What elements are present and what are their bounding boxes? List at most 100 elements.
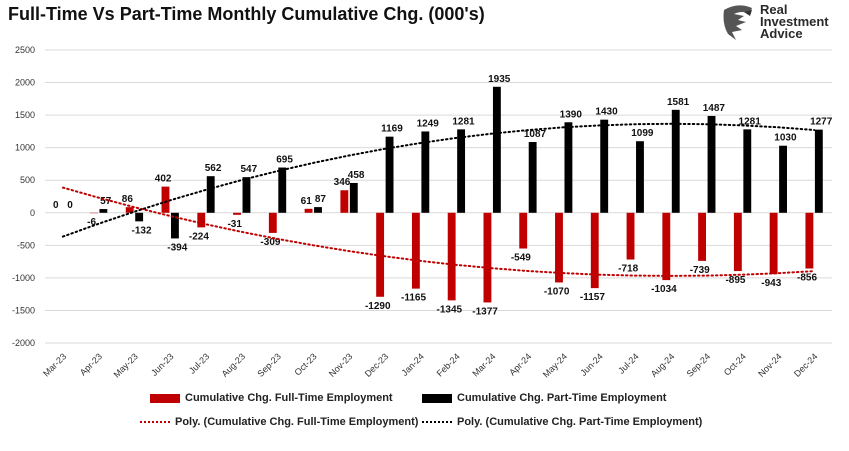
bar-part-time [564, 122, 573, 213]
data-label-part-time: 1281 [452, 116, 475, 127]
data-label-part-time: 458 [348, 170, 365, 181]
logo-text: Real Investment Advice [760, 3, 829, 41]
y-tick-label: 2000 [15, 78, 35, 88]
bar-part-time [707, 115, 716, 213]
bar-part-time [636, 141, 644, 213]
bar-part-time [170, 212, 179, 239]
data-label-full-time: -549 [511, 253, 531, 264]
legend-label-full-time-trend: Poly. (Cumulative Chg. Full-Time Employm… [175, 416, 419, 428]
x-tick-label: Aug-23 [220, 351, 248, 379]
data-label-part-time: 1281 [739, 116, 762, 127]
legend-label-full-time: Cumulative Chg. Full-Time Employment [185, 392, 393, 404]
y-tick-label: 0 [30, 208, 35, 218]
y-tick-label: -1000 [12, 273, 35, 283]
eagle-icon [723, 5, 752, 41]
bar-part-time [135, 212, 144, 222]
x-tick-label: Jan-24 [399, 351, 426, 378]
y-tick-label: 1000 [15, 143, 35, 153]
brand-logo: Real Investment Advice [720, 3, 845, 44]
data-label-part-time: 562 [205, 163, 222, 174]
data-label-full-time: -718 [618, 264, 638, 275]
bar-part-time [278, 167, 287, 213]
y-tick-label: -1500 [12, 305, 35, 315]
data-label-full-time: -1345 [437, 304, 463, 315]
x-tick-label: Nov-23 [327, 351, 355, 379]
data-label-full-time: -1165 [401, 293, 426, 304]
data-label-full-time: -895 [725, 275, 745, 286]
x-tick-label: Jun-24 [578, 351, 605, 378]
data-label-full-time: -856 [797, 273, 817, 284]
data-label-part-time: 87 [315, 194, 327, 205]
x-tick-label: Nov-24 [756, 351, 784, 379]
bar-part-time [206, 176, 215, 213]
data-label-part-time: 0 [67, 200, 73, 211]
bar-part-time [671, 109, 680, 213]
bar-part-time [349, 182, 358, 213]
bar-full-time [519, 212, 528, 249]
data-label-part-time: 1487 [703, 103, 726, 114]
data-label-full-time: -943 [761, 278, 781, 289]
data-label-full-time: 402 [155, 174, 172, 185]
legend-item-full-time: Cumulative Chg. Full-Time Employment [150, 392, 393, 404]
y-tick-label: -500 [17, 240, 35, 250]
x-tick-label: Mar-24 [470, 351, 497, 378]
logo-line-3: Advice [760, 26, 803, 41]
bar-part-time [314, 207, 322, 213]
bar-full-time [197, 212, 206, 228]
bar-full-time [590, 212, 599, 289]
x-tick-label: Oct-23 [293, 351, 319, 377]
x-tick-label: Jun-23 [149, 351, 176, 378]
data-label-part-time: -394 [167, 242, 187, 253]
data-label-full-time: 61 [301, 196, 313, 207]
data-label-part-time: 1935 [488, 74, 511, 85]
bar-full-time [769, 212, 778, 275]
bar-part-time [814, 129, 823, 213]
bar-full-time [340, 190, 349, 213]
data-label-part-time: 57 [100, 196, 112, 207]
logo-line-2: Investment [760, 14, 829, 29]
data-label-full-time: 86 [122, 194, 134, 205]
data-label-part-time: 547 [240, 164, 257, 175]
bar-full-time [483, 212, 492, 303]
data-label-part-time: 1030 [774, 133, 797, 144]
data-label-full-time: -224 [189, 231, 209, 242]
legend-swatch-part-time [422, 393, 452, 403]
chart-title: Full-Time Vs Part-Time Monthly Cumulativ… [8, 4, 485, 24]
bar-full-time [626, 212, 635, 260]
data-label-part-time: 1430 [595, 107, 618, 118]
data-label-part-time: -132 [132, 225, 152, 236]
x-tick-label: Dec-24 [792, 351, 820, 379]
bar-part-time [600, 119, 609, 213]
bar-part-time [492, 86, 501, 213]
legend-swatch-part-time-trend [422, 421, 452, 423]
bar-full-time [125, 207, 134, 213]
bar-full-time [447, 212, 456, 301]
bar-part-time [99, 209, 108, 213]
y-tick-label: 1500 [15, 110, 35, 120]
bar-part-time [457, 129, 466, 213]
data-label-full-time: -739 [690, 265, 710, 276]
data-label-part-time: 695 [276, 155, 293, 166]
data-label-full-time: 346 [334, 177, 351, 188]
data-label-part-time: 1249 [417, 118, 440, 129]
bar-part-time [421, 131, 430, 213]
x-tick-label: Oct-24 [722, 351, 748, 377]
data-label-full-time: -31 [227, 219, 242, 230]
data-label-part-time: 1390 [560, 109, 583, 120]
bar-part-time [528, 142, 537, 213]
bar-full-time [805, 212, 814, 269]
x-tick-label: Aug-24 [649, 351, 677, 379]
x-tick-label: Jul-23 [187, 351, 211, 375]
trendline-part-time [61, 122, 816, 238]
legend-item-part-time: Cumulative Chg. Part-Time Employment [422, 392, 666, 404]
bar-full-time [662, 212, 671, 281]
legend-item-full-time-trend: Poly. (Cumulative Chg. Full-Time Employm… [140, 416, 418, 428]
x-tick-label: Apr-23 [78, 351, 104, 377]
legend-label-part-time-trend: Poly. (Cumulative Chg. Part-Time Employm… [457, 416, 703, 428]
data-label-full-time: -309 [260, 237, 280, 248]
x-tick-label: May-23 [112, 351, 140, 379]
x-tick-label: Apr-24 [507, 351, 533, 377]
bar-full-time [411, 212, 420, 289]
data-label-full-time: -1377 [472, 306, 498, 317]
